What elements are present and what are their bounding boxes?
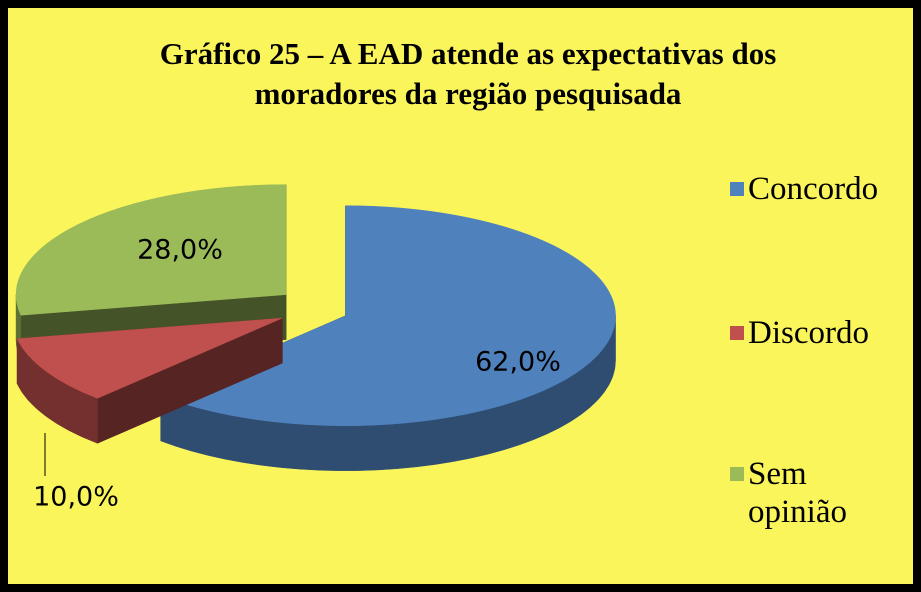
legend-swatch	[730, 326, 744, 340]
legend-item: Discordo	[730, 314, 910, 352]
pie-slice	[160, 205, 616, 471]
legend-label: Discordo	[748, 315, 869, 351]
slice-top	[15, 184, 287, 316]
data-label: 28,0%	[137, 235, 223, 266]
legend-item: Concordo	[730, 170, 910, 208]
chart-title: Gráfico 25 – A EAD atende as expectativa…	[159, 36, 777, 111]
legend-swatch	[730, 467, 744, 481]
slice-top	[16, 317, 283, 399]
data-label: 62,0%	[475, 347, 561, 378]
plot: 62,0% 10,0% 28,0%	[15, 184, 616, 513]
legend-label: Sem opinião	[748, 456, 847, 530]
slice-top	[160, 205, 616, 426]
legend-item: Sem opinião	[730, 455, 910, 531]
legend-label: Concordo	[748, 171, 879, 207]
data-label: 10,0%	[33, 482, 119, 513]
pie-slice	[16, 317, 283, 444]
legend-swatch	[730, 182, 744, 196]
